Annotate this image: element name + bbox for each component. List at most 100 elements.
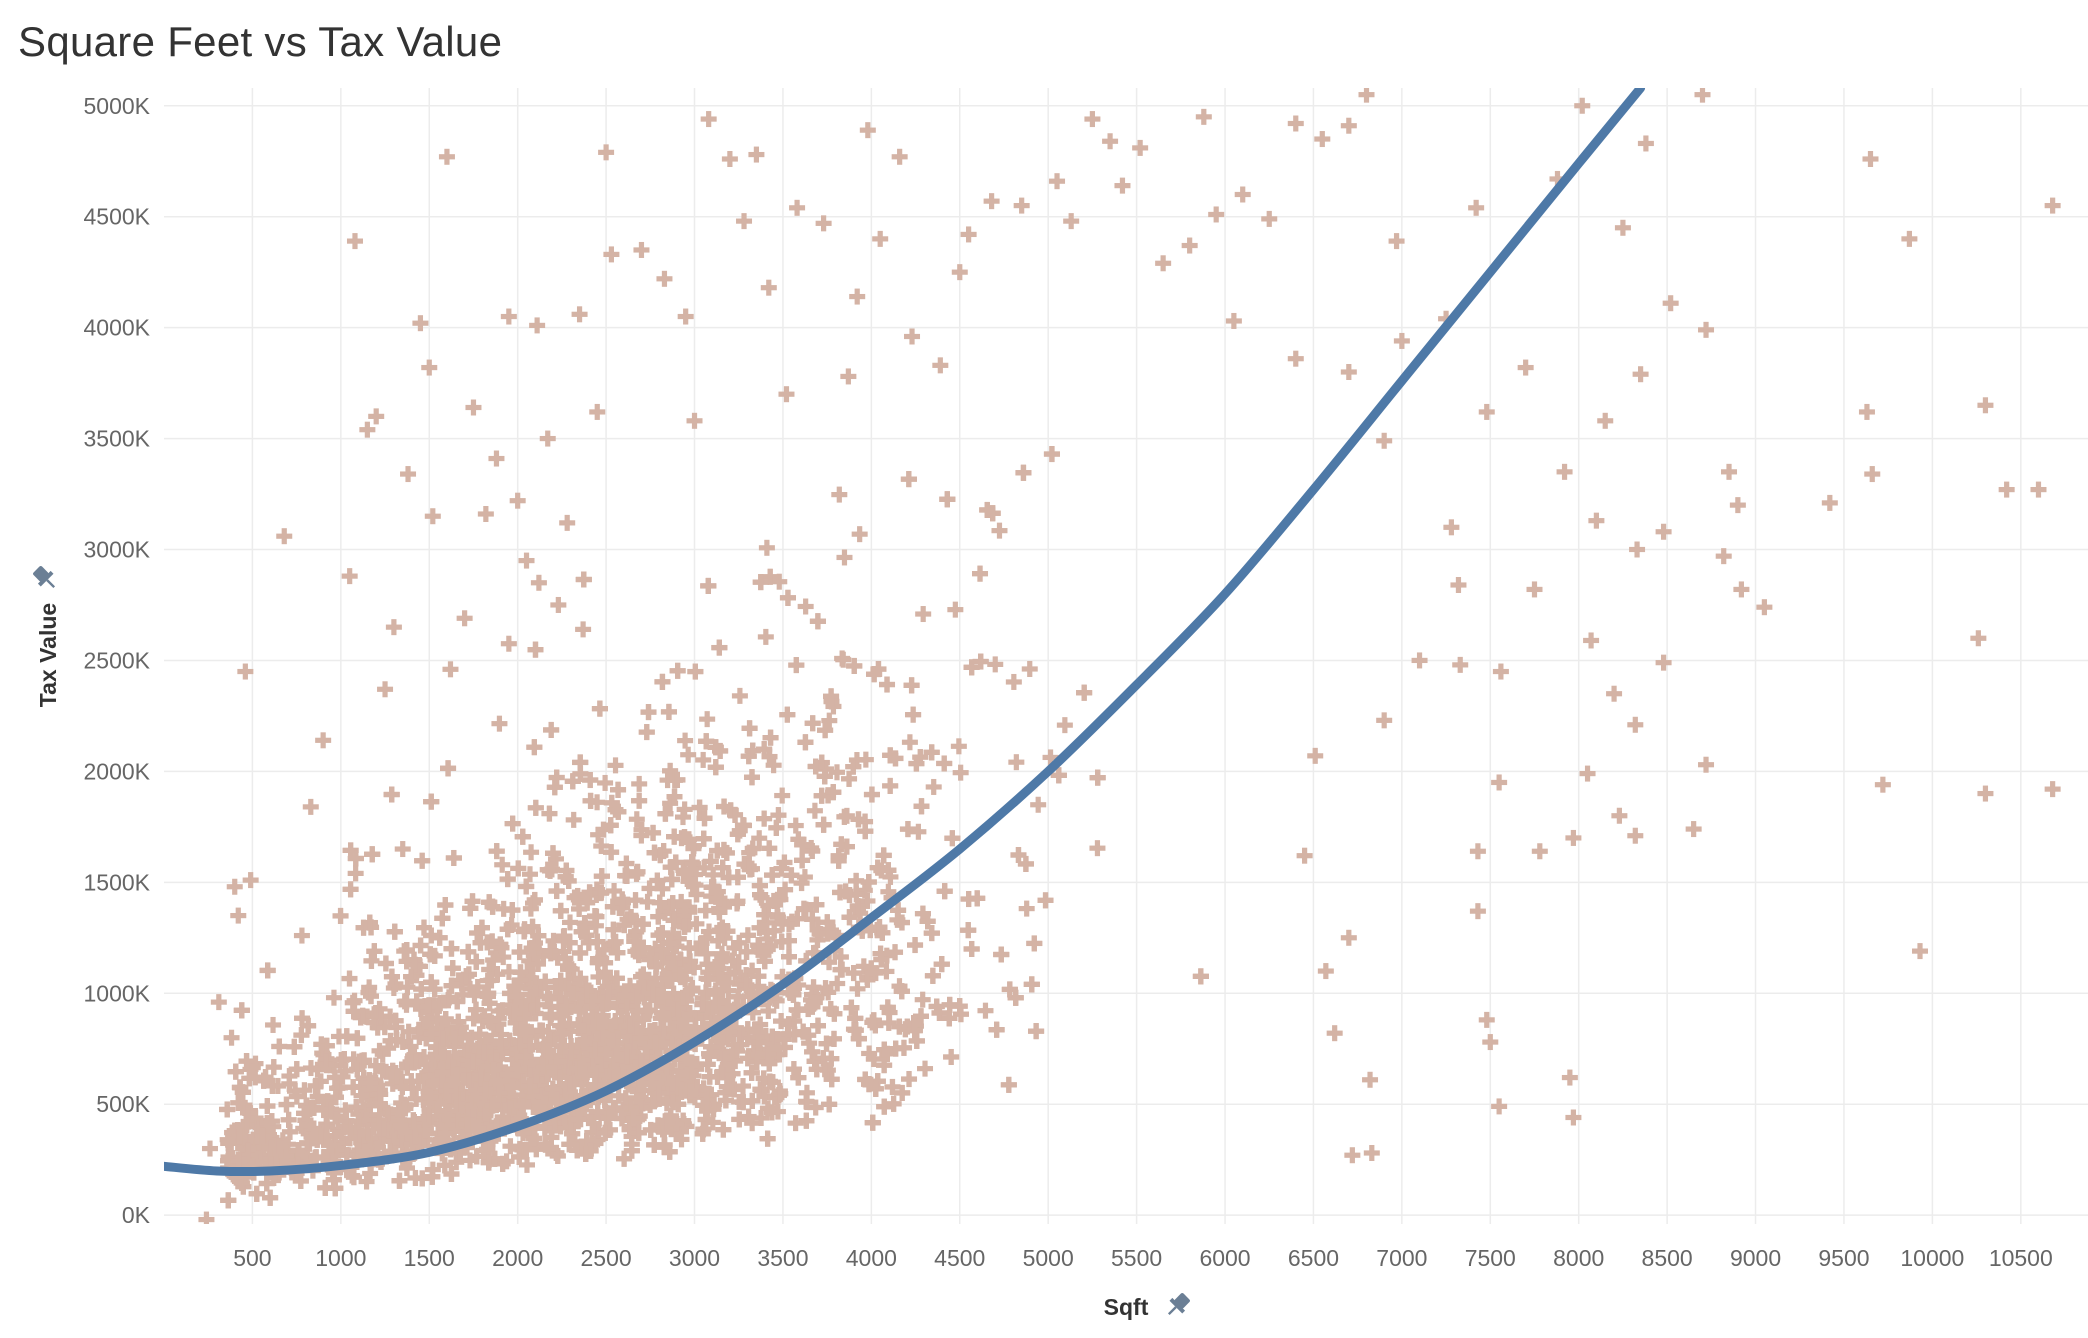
- scatter-point: [944, 830, 961, 847]
- scatter-point: [341, 970, 358, 987]
- scatter-point: [794, 852, 811, 869]
- scatter-point: [993, 946, 1010, 963]
- scatter-point: [924, 967, 941, 984]
- scatter-point: [1056, 717, 1073, 734]
- scatter-point: [654, 673, 671, 690]
- scatter-point: [500, 635, 517, 652]
- scatter-point: [972, 565, 989, 582]
- scatter-point: [561, 914, 578, 931]
- scatter-point: [488, 843, 505, 860]
- scatter-point: [342, 881, 359, 898]
- chart-title: Square Feet vs Tax Value: [18, 18, 503, 65]
- scatter-point: [548, 883, 565, 900]
- scatter-point: [806, 802, 823, 819]
- scatter-point: [223, 1029, 240, 1046]
- scatter-point: [434, 910, 451, 927]
- scatter-point: [363, 952, 380, 969]
- scatter-point: [631, 792, 648, 809]
- scatter-point: [572, 944, 589, 961]
- scatter-point: [677, 732, 694, 749]
- scatter-point: [697, 902, 714, 919]
- scatter-point: [265, 1016, 282, 1033]
- scatter-point: [991, 522, 1008, 539]
- scatter-point: [757, 628, 774, 645]
- scatter-point: [699, 711, 716, 728]
- scatter-point: [386, 923, 403, 940]
- scatter-point: [527, 799, 544, 816]
- scatter-point: [700, 577, 717, 594]
- scatter-point: [936, 883, 953, 900]
- scatter-point: [913, 798, 930, 815]
- scatter-point: [1076, 684, 1093, 701]
- scatter-point: [963, 940, 980, 957]
- scatter-point: [687, 663, 704, 680]
- scatter-point: [849, 980, 866, 997]
- scatter-point: [638, 724, 655, 741]
- scatter-point: [332, 907, 349, 924]
- scatter-point: [977, 1002, 994, 1019]
- scatter-point: [660, 703, 677, 720]
- scatter-point: [1028, 1023, 1045, 1040]
- scatter-point: [798, 1112, 815, 1129]
- scatter-point: [640, 704, 657, 721]
- scatter-point: [541, 805, 558, 822]
- scatter-point: [925, 778, 942, 795]
- scatter-point: [905, 706, 922, 723]
- scatter-point: [1030, 796, 1047, 813]
- scatter-point: [987, 656, 1004, 673]
- scatter-point: [445, 849, 462, 866]
- scatter-point: [903, 677, 920, 694]
- scatter-point: [831, 486, 848, 503]
- scatter-point: [364, 846, 381, 863]
- scatter-point: [1043, 446, 1060, 463]
- scatter-point: [914, 991, 931, 1008]
- scatter-point: [809, 613, 826, 630]
- scatter-point: [523, 844, 540, 861]
- scatter-point: [788, 657, 805, 674]
- scatter-point: [1018, 900, 1035, 917]
- scatter-point: [851, 526, 868, 543]
- scatter-point: [1037, 892, 1054, 909]
- scatter-point: [265, 1059, 282, 1076]
- scatter-point: [952, 764, 969, 781]
- scatter-point: [774, 787, 791, 804]
- scatter-point: [885, 1095, 902, 1112]
- scatter-point: [864, 1114, 881, 1131]
- scatter-point: [758, 539, 775, 556]
- scatter-point: [933, 956, 950, 973]
- scatter-point: [950, 738, 967, 755]
- scatter-point: [899, 821, 916, 838]
- scatter-point: [669, 662, 686, 679]
- scatter-point: [412, 937, 429, 954]
- scatter-point: [756, 810, 773, 827]
- scatter-point: [988, 1021, 1005, 1038]
- scatter-point: [759, 1130, 776, 1147]
- scatter-point: [552, 902, 569, 919]
- scatter-point: [943, 1048, 960, 1065]
- scatter-point: [915, 606, 932, 623]
- scatter-point: [443, 940, 460, 957]
- scatter-point: [499, 871, 516, 888]
- scatter-point: [347, 865, 364, 882]
- scatter-point: [526, 739, 543, 756]
- scatter-point: [491, 715, 508, 732]
- scatter-point: [259, 1098, 276, 1115]
- point-cloud: [219, 446, 1209, 1209]
- scatter-point: [1000, 1076, 1017, 1093]
- scatter-point: [910, 823, 927, 840]
- scatter-point: [917, 1060, 934, 1077]
- scatter-point: [527, 641, 544, 658]
- scatter-point: [325, 989, 342, 1006]
- scatter-point: [1021, 660, 1038, 677]
- scatter-point: [414, 852, 431, 869]
- scatter-point: [494, 856, 511, 873]
- scatter-point: [787, 817, 804, 834]
- scatter-point: [1008, 754, 1025, 771]
- scatter-point: [836, 549, 853, 566]
- scatter-point: [901, 1071, 918, 1088]
- scatter-point: [879, 676, 896, 693]
- scatter-point: [1005, 673, 1022, 690]
- scatter-point: [947, 601, 964, 618]
- scatter-point: [836, 808, 853, 825]
